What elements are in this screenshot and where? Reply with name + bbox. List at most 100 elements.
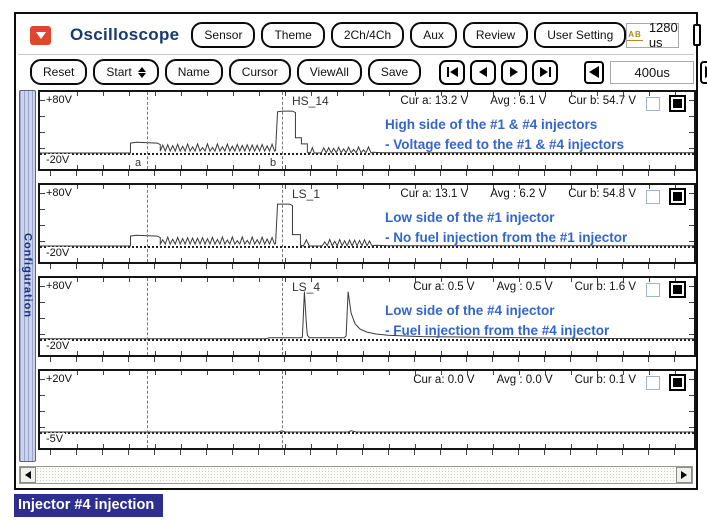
cursor-a-line[interactable]	[147, 92, 148, 169]
average-value: Avg : 6.2 V	[490, 188, 547, 200]
configuration-label: Configuration	[21, 233, 34, 319]
average-value: Avg : 0.5 V	[496, 281, 553, 293]
figure-caption: Injector #4 injection	[14, 494, 164, 517]
step-forward-button[interactable]	[501, 59, 528, 85]
list-menu-icon[interactable]	[692, 24, 701, 46]
tick-marks	[689, 193, 694, 255]
control-buttons: Reset Start Name Cursor ViewAll Save	[30, 59, 422, 85]
name-button[interactable]: Name	[164, 59, 223, 85]
cursor-a-line[interactable]	[147, 185, 148, 262]
cursor-b-label: b	[268, 157, 279, 169]
waveform-trace	[40, 291, 694, 340]
annotation-text: High side of the #1 & #4 injectors - Vol…	[385, 117, 625, 152]
cursor-b-line[interactable]	[282, 92, 283, 169]
time-ruler	[38, 264, 696, 276]
zero-volt-baseline	[40, 153, 694, 155]
cursor-b-line[interactable]	[282, 185, 283, 262]
user-setting-button[interactable]: User Setting	[534, 22, 627, 48]
app-menu-dropdown-icon[interactable]	[30, 25, 51, 45]
channel-checkbox[interactable]	[646, 376, 660, 390]
zero-volt-baseline	[40, 246, 694, 248]
tick-marks	[52, 351, 690, 355]
view-all-button[interactable]: ViewAll	[296, 59, 362, 85]
channel-checkbox[interactable]	[646, 190, 660, 204]
ab-time-value: 1280 us	[648, 20, 678, 50]
voltage-bottom-label: -20V	[46, 154, 72, 166]
voltage-top-label: +20V	[46, 373, 72, 385]
start-button[interactable]: Start	[93, 59, 159, 85]
voltage-bottom-label: -20V	[46, 340, 72, 352]
oscilloscope-window: Oscilloscope Sensor Theme 2Ch/4Ch Aux Re…	[14, 12, 707, 490]
configuration-panel-handle[interactable]: Configuration	[19, 90, 36, 462]
start-spinner-icon[interactable]	[137, 66, 146, 78]
channel-mode-button[interactable]: 2Ch/4Ch	[330, 22, 405, 48]
annotation-text: Low side of the #4 injector - Fuel injec…	[385, 303, 610, 338]
tick-marks	[52, 278, 690, 282]
control-toolbar: Reset Start Name Cursor ViewAll Save 400…	[18, 56, 707, 88]
cursor-b-line[interactable]	[282, 371, 283, 448]
cursor-a-value: Cur a: 0.0 V	[413, 374, 475, 386]
timebase-increase-button[interactable]	[700, 60, 707, 84]
cursor-a-line[interactable]	[147, 371, 148, 448]
save-button[interactable]: Save	[367, 59, 422, 85]
horizontal-scrollbar[interactable]	[19, 466, 693, 484]
channel-panel-ls4: +80V -20V LS_4 Cur a: 0.5 V Avg : 0.5 V …	[38, 276, 696, 357]
reset-button[interactable]: Reset	[30, 59, 88, 85]
skip-to-end-button[interactable]	[532, 59, 559, 85]
measurement-readout: Cur a: 0.5 V Avg : 0.5 V Cur b: 1.6 V	[413, 281, 636, 293]
channel-name: LS_4	[292, 280, 321, 294]
tick-marks	[52, 444, 690, 448]
tick-marks	[52, 371, 690, 375]
theme-button[interactable]: Theme	[261, 22, 325, 48]
voltage-bottom-label: -5V	[46, 433, 66, 445]
cursor-a-value: Cur a: 0.5 V	[413, 281, 475, 293]
scroll-right-button[interactable]	[676, 467, 692, 483]
skip-to-start-button[interactable]	[439, 59, 466, 85]
channel-display-toggle[interactable]	[669, 95, 686, 112]
top-toolbar: Oscilloscope Sensor Theme 2Ch/4Ch Aux Re…	[18, 16, 701, 55]
start-button-label: Start	[106, 65, 132, 79]
cursor-b-line[interactable]	[282, 278, 283, 355]
timebase-value: 400us	[610, 60, 695, 84]
cursor-b-value: Cur b: 54.8 V	[568, 188, 636, 200]
step-back-button[interactable]	[470, 59, 497, 85]
tick-marks	[689, 100, 694, 162]
voltage-top-label: +80V	[46, 280, 72, 292]
review-button[interactable]: Review	[462, 22, 529, 48]
channel-name: HS_14	[292, 94, 329, 108]
tick-marks	[52, 92, 690, 96]
tick-marks	[40, 379, 45, 441]
tick-marks	[40, 193, 45, 255]
zero-volt-baseline	[40, 432, 694, 434]
measurement-readout: Cur a: 13.1 V Avg : 6.2 V Cur b: 54.8 V	[400, 188, 636, 200]
time-ruler	[38, 450, 696, 462]
channel-panel-4: +20V -5V Cur a: 0.0 V Avg : 0.0 V Cur b:…	[38, 369, 696, 450]
cursor-a-value: Cur a: 13.1 V	[400, 188, 469, 200]
channel-display-toggle[interactable]	[669, 374, 686, 391]
cursor-b-value: Cur b: 54.7 V	[568, 95, 636, 107]
cursor-b-value: Cur b: 0.1 V	[574, 374, 636, 386]
average-value: Avg : 6.1 V	[490, 95, 547, 107]
waveform-trace	[40, 110, 694, 154]
aux-button[interactable]: Aux	[410, 22, 457, 48]
annotation-text: Low side of the #1 injector - No fuel in…	[385, 210, 628, 245]
timebase-decrease-button[interactable]	[584, 60, 605, 84]
channel-checkbox[interactable]	[646, 283, 660, 297]
channel-display-toggle[interactable]	[669, 281, 686, 298]
tick-marks	[52, 165, 690, 169]
channel-name: LS_1	[292, 187, 321, 201]
sensor-button[interactable]: Sensor	[191, 22, 256, 48]
cursor-a-line[interactable]	[147, 278, 148, 355]
time-ruler	[38, 171, 696, 183]
scrollbar-track[interactable]	[36, 467, 676, 483]
tick-marks	[52, 185, 690, 189]
cursor-button[interactable]: Cursor	[228, 59, 291, 85]
cursor-a-label: a	[133, 157, 144, 169]
scroll-left-button[interactable]	[20, 467, 36, 483]
time-ruler	[38, 357, 696, 369]
channel-display-toggle[interactable]	[669, 188, 686, 205]
waveform-trace	[40, 203, 694, 248]
cursor-b-value: Cur b: 1.6 V	[574, 281, 636, 293]
channel-checkbox[interactable]	[646, 97, 660, 111]
cursor-a-value: Cur a: 13.2 V	[400, 95, 469, 107]
